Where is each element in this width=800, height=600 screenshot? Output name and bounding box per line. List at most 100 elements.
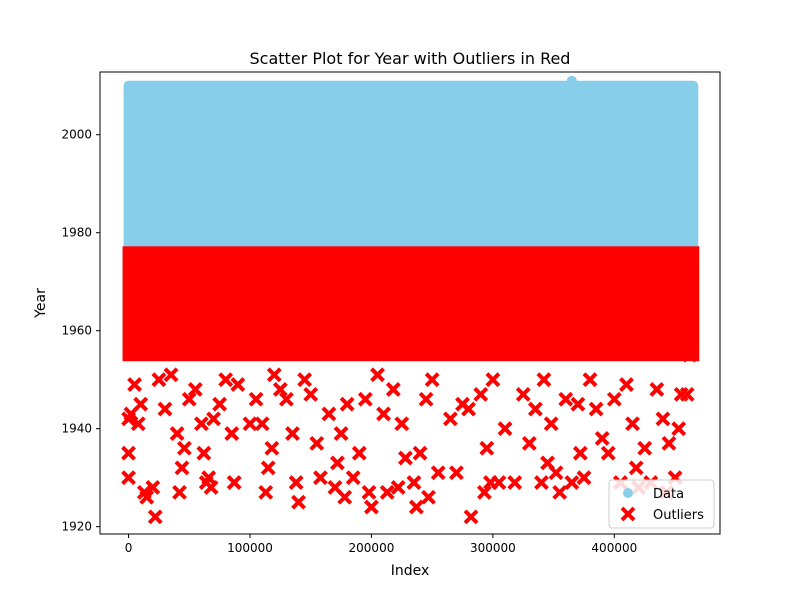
outlier-point <box>536 372 552 388</box>
outlier-point <box>264 440 280 456</box>
outlier-point <box>449 465 464 481</box>
outlier-point <box>196 445 212 461</box>
y-tick-label: 1960 <box>61 324 92 338</box>
outlier-point <box>248 391 264 407</box>
outlier-point <box>424 372 440 388</box>
legend-data-label: Data <box>653 487 684 502</box>
outlier-point <box>421 489 436 505</box>
outlier-point <box>637 440 653 456</box>
outlier-point <box>376 406 391 422</box>
y-axis-label: Year <box>33 288 49 319</box>
outlier-point <box>572 445 588 461</box>
outlier-point <box>230 377 246 392</box>
outlier-point <box>394 416 410 432</box>
outlier-point <box>157 401 173 417</box>
outlier-point <box>333 426 349 441</box>
outlier-point <box>473 386 489 402</box>
outlier-point <box>570 396 586 412</box>
outlier-point <box>491 475 507 490</box>
outlier-point <box>661 435 677 451</box>
outlier-point <box>625 416 640 432</box>
outlier-point <box>181 391 197 407</box>
outlier-point <box>379 484 395 500</box>
outlier-point <box>515 386 531 402</box>
outlier-point <box>543 416 559 432</box>
outlier-point <box>406 475 422 490</box>
outlier-point <box>174 460 190 476</box>
outlier-point <box>151 372 167 388</box>
outlier-point <box>201 470 217 486</box>
outlier-point <box>385 382 401 397</box>
outlier-point <box>345 470 361 486</box>
outlier-point <box>600 445 616 461</box>
outlier-point <box>418 391 434 407</box>
y-tick-label: 1940 <box>61 422 92 436</box>
x-tick-label: 0 <box>125 541 133 555</box>
outlier-point <box>476 484 492 500</box>
outlier-point <box>193 416 209 432</box>
legend-outliers-marker <box>620 506 636 522</box>
outlier-point <box>442 411 458 427</box>
plot-frame <box>99 71 721 535</box>
outlier-point <box>203 480 219 495</box>
legend-data-marker <box>623 488 633 498</box>
outlier-point <box>133 396 149 412</box>
outlier-point <box>582 372 598 388</box>
outlier-point <box>313 470 328 486</box>
chart-title: Scatter Plot for Year with Outliers in R… <box>250 49 571 68</box>
legend: Data Outliers <box>608 479 715 529</box>
outlier-point <box>351 445 367 461</box>
outlier-point <box>121 470 136 486</box>
outlier-point <box>398 450 413 466</box>
outlier-series-band <box>122 246 700 362</box>
outlier-point <box>408 499 424 515</box>
outlier-point <box>588 401 604 417</box>
outlier-point <box>309 435 325 451</box>
legend-box <box>608 479 715 529</box>
outlier-point <box>619 377 634 392</box>
outlier-point <box>321 406 337 422</box>
outlier-point <box>628 460 644 476</box>
x-tick-label: 300000 <box>470 541 516 555</box>
outlier-point <box>285 426 300 441</box>
outlier-point <box>288 475 304 490</box>
outlier-point <box>145 480 161 495</box>
legend-outliers-label: Outliers <box>653 508 704 523</box>
outlier-point <box>534 475 549 490</box>
outlier-point <box>479 440 495 456</box>
outlier-point <box>552 484 568 500</box>
outlier-point <box>430 465 446 481</box>
outlier-point <box>370 367 385 383</box>
outlier-point <box>521 435 537 451</box>
outlier-point <box>169 426 185 441</box>
outlier-point <box>258 484 274 500</box>
outlier-point <box>412 445 428 461</box>
outlier-point <box>260 460 276 476</box>
x-axis-label: Index <box>391 563 430 579</box>
axis-ticks: 0 100000 200000 300000 400000 1920 1940 1960 198… <box>61 128 637 555</box>
outlier-point <box>649 382 665 397</box>
outlier-point <box>279 391 294 407</box>
outlier-point <box>297 372 313 388</box>
outlier-point <box>339 396 355 412</box>
y-tick-label: 1980 <box>61 226 92 240</box>
outlier-point <box>130 416 146 432</box>
outlier-point <box>364 499 379 515</box>
outlier-point <box>121 445 136 461</box>
outlier-point <box>390 480 406 495</box>
x-tick-label: 100000 <box>227 541 273 555</box>
outlier-point <box>254 416 270 432</box>
outlier-point <box>655 411 671 427</box>
outlier-point <box>139 489 155 505</box>
x-tick-label: 400000 <box>591 541 637 555</box>
data-point <box>566 75 577 86</box>
outlier-point <box>558 391 574 407</box>
outlier-point <box>682 347 698 363</box>
outlier-point <box>266 367 282 383</box>
outlier-point <box>606 391 622 407</box>
outlier-point <box>671 421 687 437</box>
outlier-point <box>147 509 163 525</box>
outlier-point <box>206 411 221 427</box>
outlier-point <box>212 396 228 412</box>
